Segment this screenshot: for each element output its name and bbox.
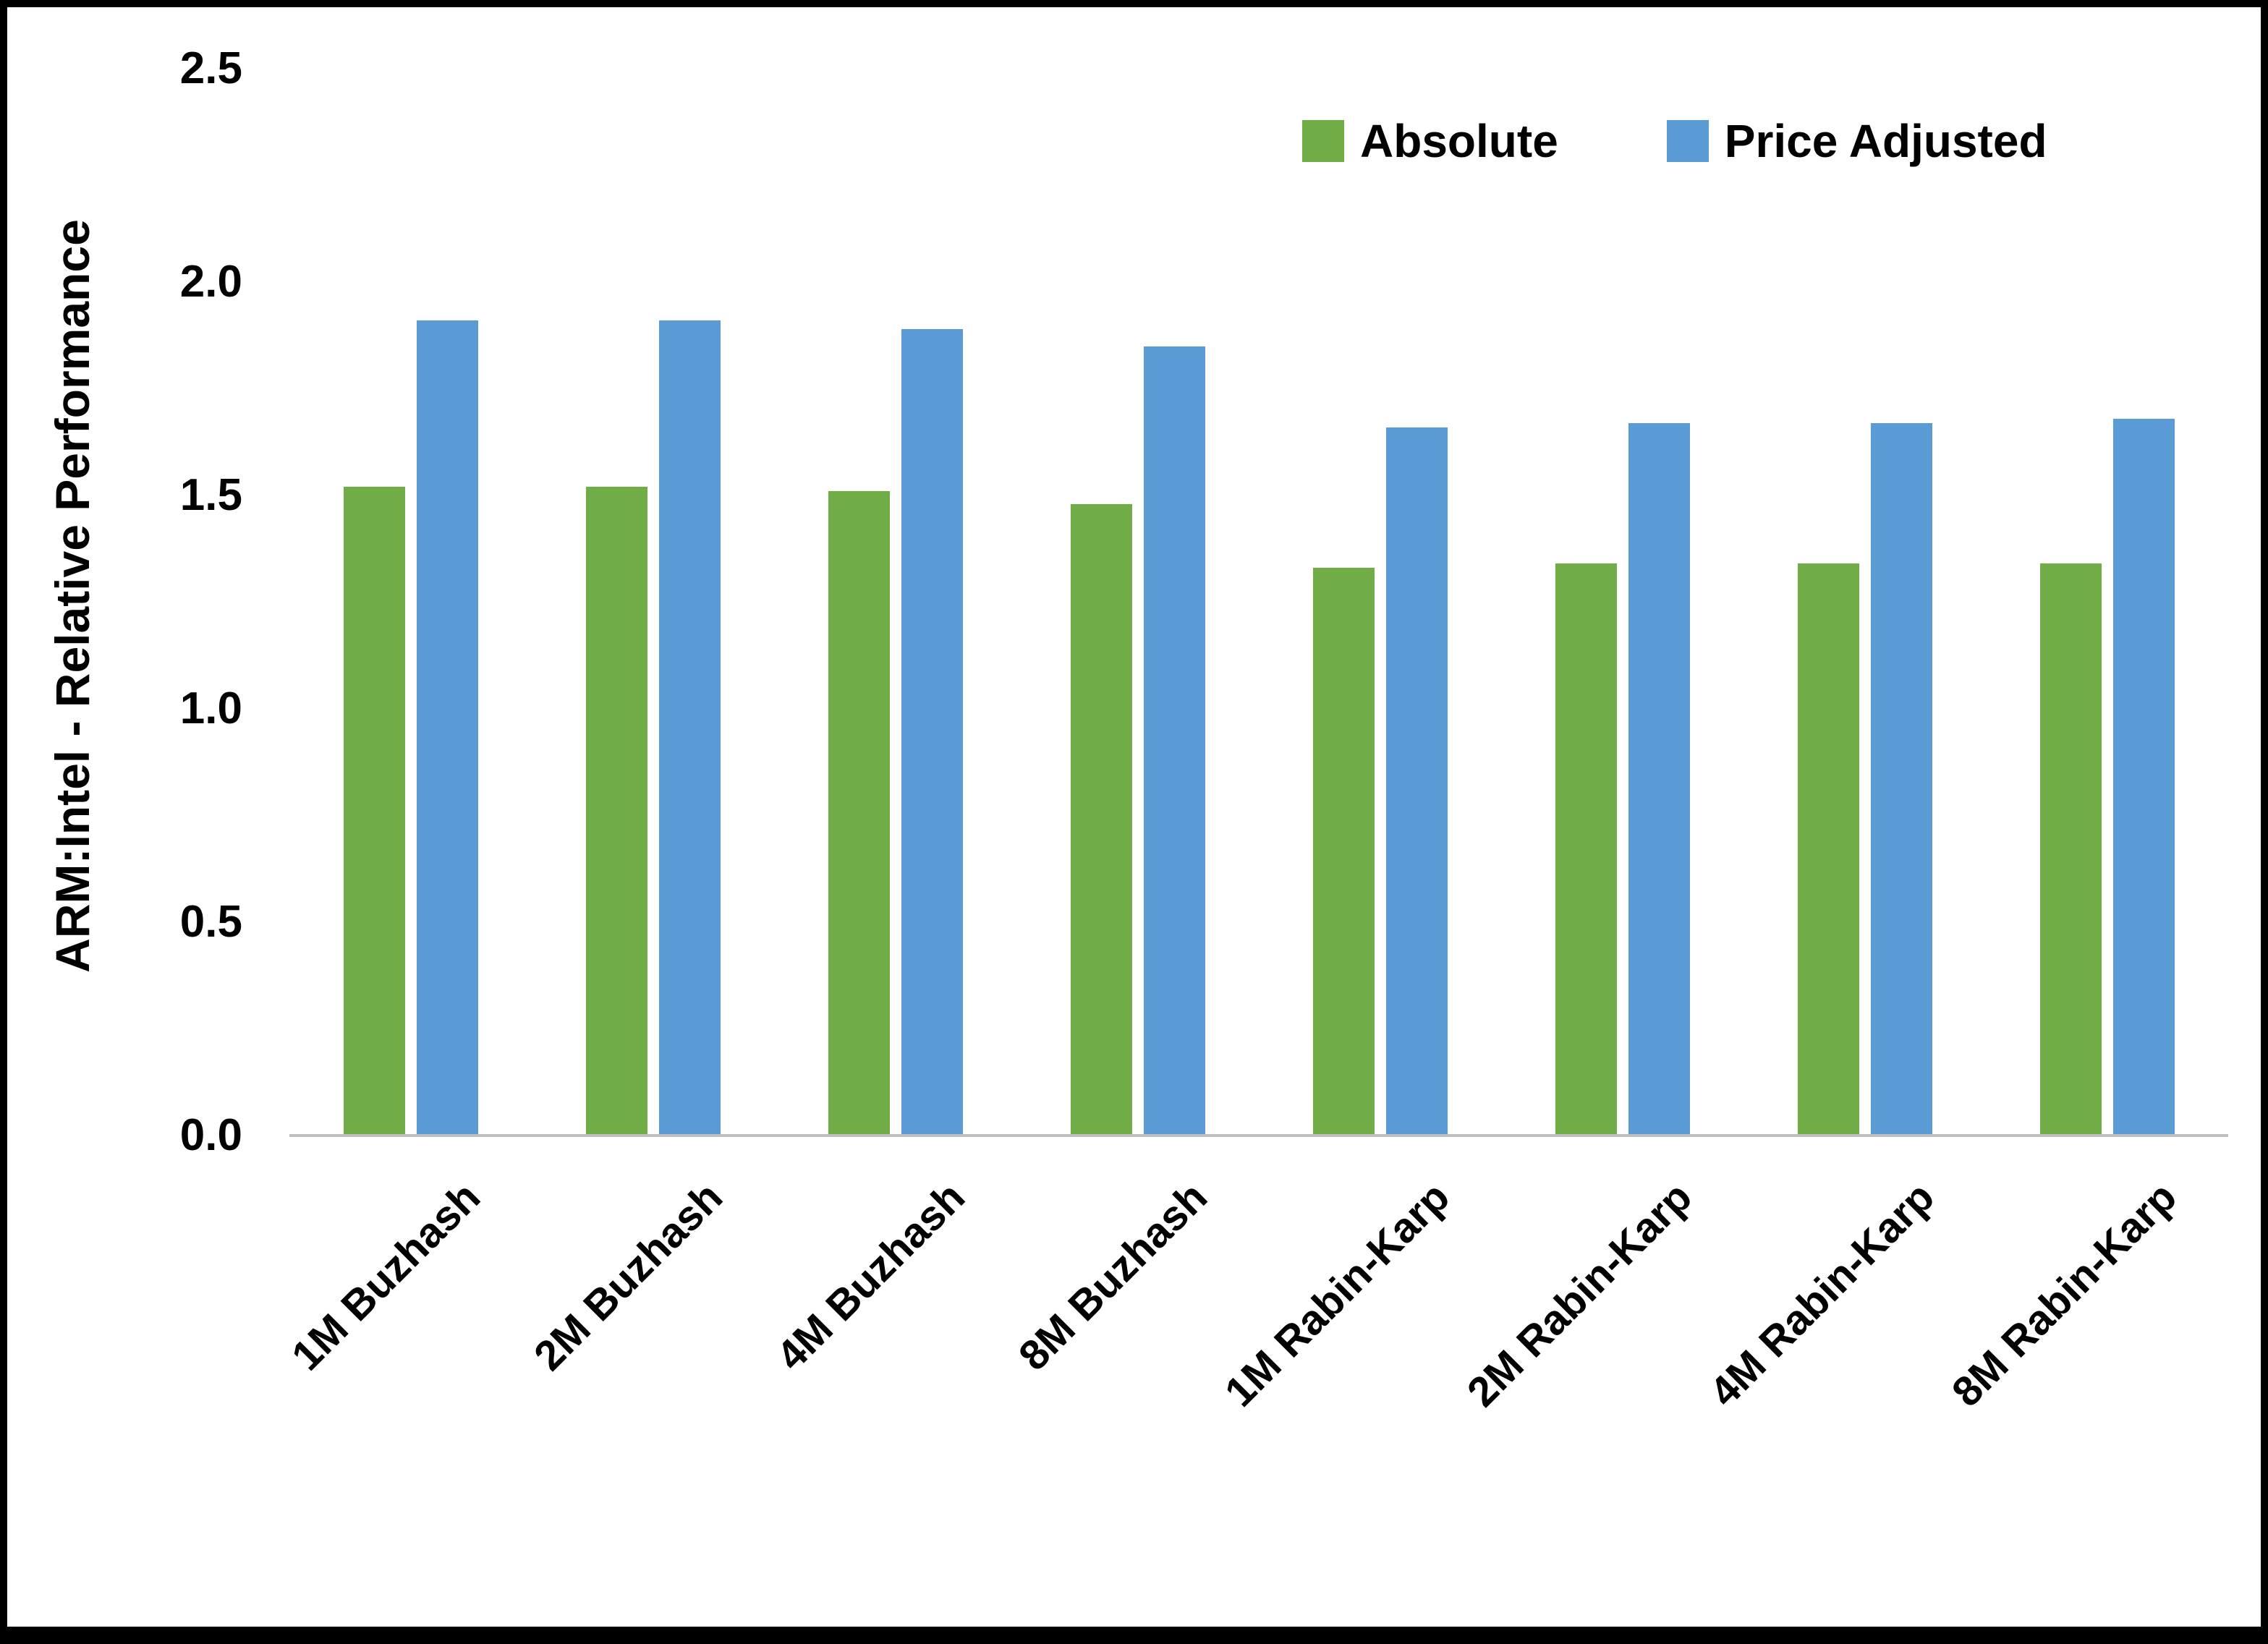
bar-price-adjusted-8m-buzhash (1143, 346, 1205, 1136)
legend-swatch-absolute (1302, 120, 1344, 162)
y-axis-tick-label: 1.5 (179, 470, 242, 520)
bar-absolute-8m-buzhash (1070, 503, 1132, 1136)
bar-price-adjusted-2m-buzhash (658, 320, 721, 1136)
bar-price-adjusted-1m-rabin-karp (1385, 427, 1448, 1136)
y-axis-tick-label: 0.5 (179, 897, 242, 947)
legend: Absolute Price Adjusted (1302, 116, 2047, 166)
legend-entry-price-adjusted: Price Adjusted (1666, 115, 2047, 167)
bar-absolute-4m-rabin-karp (1797, 563, 1859, 1136)
bar-price-adjusted-1m-buzhash (416, 320, 478, 1136)
bar-absolute-1m-rabin-karp (1312, 568, 1375, 1136)
bar-absolute-1m-buzhash (343, 487, 405, 1136)
bar-price-adjusted-8m-rabin-karp (2112, 418, 2175, 1136)
y-axis-tick-label: 1.0 (179, 683, 242, 733)
bar-price-adjusted-4m-rabin-karp (1870, 422, 1932, 1136)
legend-label-absolute: Absolute (1360, 115, 1558, 167)
x-axis-line (289, 1134, 2228, 1137)
bar-price-adjusted-4m-buzhash (901, 328, 963, 1136)
bar-absolute-2m-rabin-karp (1555, 563, 1617, 1136)
chart-area: ARM:Intel - Relative Performance Absolut… (7, 7, 2261, 1627)
bar-absolute-2m-buzhash (585, 487, 647, 1136)
bar-absolute-4m-buzhash (828, 491, 890, 1136)
bar-absolute-8m-rabin-karp (2039, 563, 2102, 1136)
y-axis-tick-label: 0.0 (179, 1110, 242, 1160)
legend-label-price-adjusted: Price Adjusted (1724, 115, 2047, 167)
bar-price-adjusted-2m-rabin-karp (1628, 422, 1690, 1136)
legend-swatch-price-adjusted (1666, 120, 1709, 162)
y-axis-tick-label: 2.0 (179, 257, 242, 307)
legend-entry-absolute: Absolute (1302, 116, 1558, 166)
y-axis-tick-label: 2.5 (179, 43, 242, 93)
